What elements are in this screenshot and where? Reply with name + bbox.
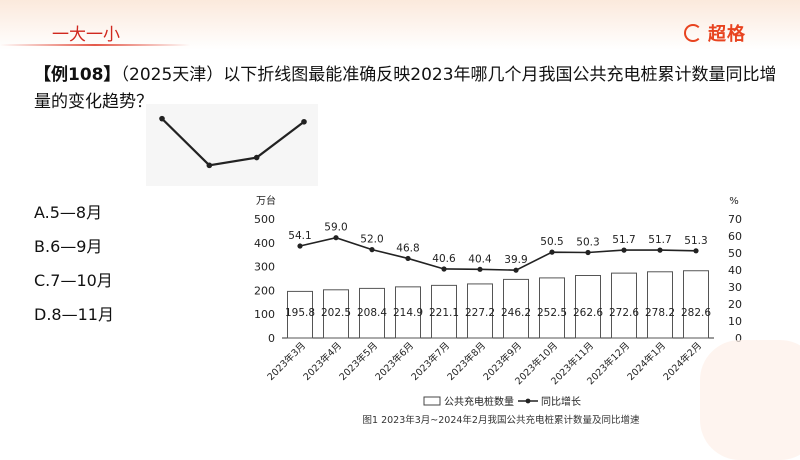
growth-value-label-0: 54.1 <box>288 230 311 242</box>
sketch-point-3 <box>301 118 307 125</box>
decorative-shape <box>700 340 800 460</box>
bar-value-label-0: 195.8 <box>285 307 315 319</box>
bar-value-label-9: 272.6 <box>609 307 639 319</box>
growth-value-label-5: 40.4 <box>468 253 492 265</box>
bar-value-label-2: 208.4 <box>357 307 387 319</box>
chart-svg: 万台 0 100 200 300 400 500% 0 10 20 30 40 50 60 70 195.8 2… <box>248 192 754 428</box>
growth-point-6 <box>513 267 519 273</box>
sketch-point-2 <box>253 154 260 161</box>
bar-3 <box>395 286 421 339</box>
header-band <box>0 0 800 50</box>
bar-1 <box>323 289 349 339</box>
y-tick-right: 20 <box>728 298 742 311</box>
growth-value-label-2: 52.0 <box>360 234 383 246</box>
bar-10 <box>647 271 673 339</box>
y-tick-right: 0 <box>735 332 742 345</box>
sketch-svg <box>159 115 307 169</box>
topic-title: 一大一小 <box>52 25 120 45</box>
option-d[interactable]: D.8—11月 <box>34 305 114 324</box>
brand-logo: 超格 <box>684 20 746 46</box>
growth-value-label-9: 51.7 <box>612 234 635 246</box>
growth-point-1 <box>333 235 339 241</box>
growth-point-7 <box>549 249 555 255</box>
y-tick-right: 50 <box>728 247 742 260</box>
y-axis-left-label: 万台 <box>256 194 276 207</box>
growth-line <box>299 236 697 271</box>
growth-value-label-6: 39.9 <box>504 254 527 266</box>
y-axis-right-label: % <box>729 196 739 207</box>
question-body: （2025天津）以下折线图最能准确反映2023年哪几个月我国公共充电桩累计数量同… <box>34 65 777 112</box>
bar-7 <box>539 277 565 339</box>
y-tick-right: 30 <box>728 281 742 294</box>
answer-options: A.5—8月 B.6—9月 C.7—10月 D.8—11月 <box>34 196 114 332</box>
bar-11 <box>683 270 709 339</box>
bar-value-label-1: 202.5 <box>321 307 351 319</box>
growth-point-3 <box>405 255 411 262</box>
growth-point-8 <box>585 249 591 256</box>
bar-value-label-6: 246.2 <box>501 307 531 319</box>
bar-value-label-7: 252.5 <box>537 307 567 319</box>
growth-value-label-1: 59.0 <box>324 222 347 234</box>
growth-point-9 <box>621 247 627 253</box>
question-tag: 【例108】 <box>34 65 121 85</box>
y-tick-right: 40 <box>728 264 742 277</box>
bar-9 <box>611 272 637 339</box>
legend-bar-swatch <box>423 396 441 406</box>
charging-pile-chart: 万台 0 100 200 300 400 500% 0 10 20 30 40 50 60 70 195.8 2… <box>248 192 754 428</box>
sketch-line-chart <box>146 104 318 186</box>
bar-6 <box>503 278 529 339</box>
sketch-point-0 <box>159 115 165 122</box>
growth-point-0 <box>297 243 303 249</box>
growth-value-label-3: 46.8 <box>396 242 419 254</box>
y-tick-left: 400 <box>254 237 275 250</box>
bar-4 <box>431 284 457 339</box>
growth-value-label-7: 50.5 <box>540 236 563 248</box>
legend-line-label: 同比增长 <box>541 395 581 408</box>
y-tick-right: 10 <box>728 315 742 328</box>
bar-value-label-4: 221.1 <box>429 307 459 319</box>
bar-5 <box>467 283 493 339</box>
brand-name: 超格 <box>708 24 746 45</box>
growth-value-label-4: 40.6 <box>432 253 456 265</box>
y-tick-left: 300 <box>254 261 275 274</box>
y-tick-right: 70 <box>728 213 742 226</box>
chart-title: 图1 2023年3月~2024年2月我国公共充电桩累计数量及同比增速 <box>363 414 640 426</box>
topic-underline <box>0 44 190 46</box>
option-a[interactable]: A.5—8月 <box>34 203 103 222</box>
question-text: 【例108】（2025天津）以下折线图最能准确反映2023年哪几个月我国公共充电… <box>34 62 779 116</box>
growth-value-label-11: 51.3 <box>684 235 707 247</box>
y-tick-left: 100 <box>254 308 275 321</box>
y-tick-right: 60 <box>728 230 742 243</box>
y-tick-left: 500 <box>254 213 275 226</box>
bar-0 <box>287 290 313 339</box>
growth-value-label-10: 51.7 <box>648 234 671 246</box>
y-tick-left: 0 <box>268 332 275 345</box>
sketch-point-1 <box>206 162 213 169</box>
growth-point-2 <box>369 247 375 253</box>
bar-value-label-5: 227.2 <box>465 307 495 319</box>
legend-line-marker <box>525 398 531 404</box>
y-tick-left: 200 <box>254 284 275 297</box>
bar-2 <box>359 287 385 339</box>
bar-value-label-11: 282.6 <box>681 307 711 319</box>
bar-value-label-3: 214.9 <box>393 307 423 319</box>
growth-point-11 <box>693 248 699 254</box>
growth-point-4 <box>441 266 447 272</box>
growth-point-5 <box>477 266 483 272</box>
option-b[interactable]: B.6—9月 <box>34 237 103 256</box>
brand-icon <box>684 24 702 42</box>
sketch-line <box>161 117 305 167</box>
bar-value-label-10: 278.2 <box>645 307 675 319</box>
growth-value-label-8: 50.3 <box>576 236 599 248</box>
bar-8 <box>575 275 601 339</box>
legend-bar-label: 公共充电桩数量 <box>444 395 514 408</box>
growth-point-10 <box>657 247 663 253</box>
option-c[interactable]: C.7—10月 <box>34 271 113 290</box>
bar-value-label-8: 262.6 <box>573 307 603 319</box>
